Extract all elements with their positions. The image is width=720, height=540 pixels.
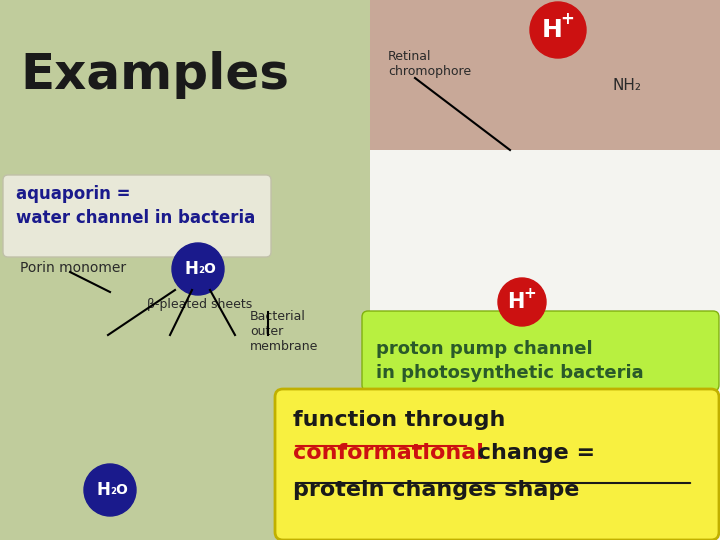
- Text: conformational: conformational: [293, 443, 484, 463]
- Text: Examples: Examples: [20, 51, 289, 99]
- Text: +: +: [523, 286, 536, 300]
- Text: β-pleated sheets: β-pleated sheets: [148, 298, 253, 311]
- FancyBboxPatch shape: [275, 389, 719, 540]
- FancyBboxPatch shape: [3, 175, 271, 257]
- Text: change =: change =: [470, 443, 595, 463]
- Text: protein changes shape: protein changes shape: [293, 480, 580, 500]
- Text: Retinal
chromophore: Retinal chromophore: [388, 50, 471, 78]
- Text: NH₂: NH₂: [612, 78, 641, 92]
- Text: H: H: [184, 260, 198, 278]
- Text: Bacterial
outer
membrane: Bacterial outer membrane: [250, 310, 318, 353]
- Text: aquaporin =
water channel in bacteria: aquaporin = water channel in bacteria: [16, 185, 256, 227]
- Polygon shape: [370, 0, 720, 150]
- Text: +: +: [560, 10, 574, 28]
- Polygon shape: [0, 0, 370, 540]
- Text: ₂O: ₂O: [198, 262, 216, 276]
- Text: function through: function through: [293, 410, 505, 430]
- Text: H: H: [96, 481, 110, 499]
- Polygon shape: [370, 150, 720, 540]
- Circle shape: [172, 243, 224, 295]
- Circle shape: [530, 2, 586, 58]
- Text: H: H: [541, 18, 562, 42]
- Circle shape: [498, 278, 546, 326]
- Circle shape: [84, 464, 136, 516]
- Text: proton pump channel
in photosynthetic bacteria: proton pump channel in photosynthetic ba…: [376, 340, 644, 382]
- FancyBboxPatch shape: [362, 311, 719, 391]
- Text: H: H: [508, 292, 525, 312]
- Text: ₂O: ₂O: [110, 483, 128, 497]
- Text: Porin monomer: Porin monomer: [20, 261, 126, 275]
